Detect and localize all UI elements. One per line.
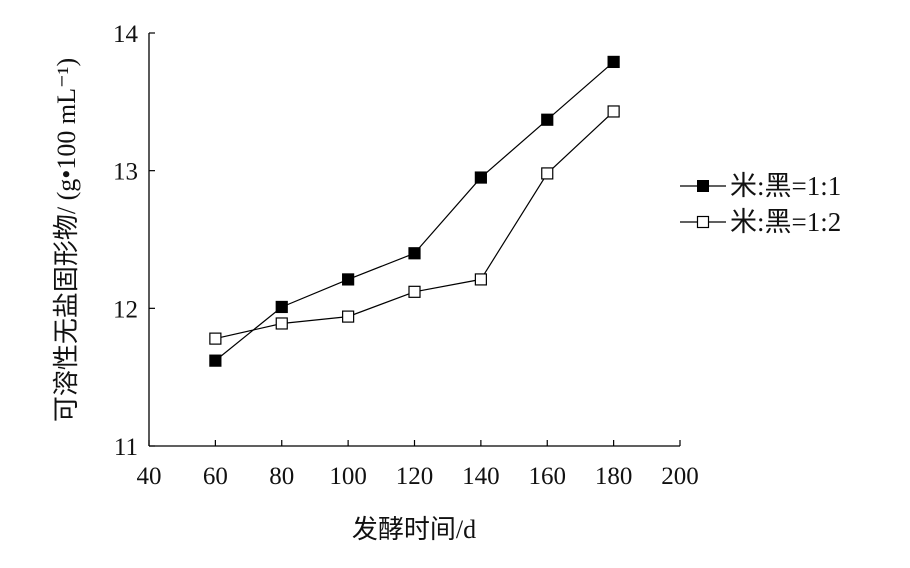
series-1-point bbox=[209, 354, 222, 367]
series-line-1 bbox=[215, 61, 614, 362]
axes bbox=[148, 33, 680, 447]
x-tick-label: 140 bbox=[462, 463, 500, 490]
legend-marker-filled-square bbox=[697, 180, 709, 192]
series-2-point bbox=[607, 105, 620, 118]
series-2-point bbox=[408, 285, 421, 298]
y-ticks: 11 12 13 14 bbox=[113, 21, 155, 461]
x-tick-label: 40 bbox=[137, 463, 162, 490]
series-1-point bbox=[474, 171, 487, 184]
y-axis-title: 可溶性无盐固形物/ (g•100 mL⁻¹) bbox=[52, 58, 81, 422]
x-tick-label: 160 bbox=[529, 463, 567, 490]
x-tick-label: 100 bbox=[329, 463, 367, 490]
series-1-point bbox=[408, 247, 421, 260]
legend-item-1: 米:黑=1:1 bbox=[680, 171, 841, 201]
series-1-point bbox=[541, 113, 554, 126]
series-2-point bbox=[275, 317, 288, 330]
legend-marker-open-square bbox=[696, 215, 710, 229]
x-tick-label: 200 bbox=[661, 463, 699, 490]
series-2-point bbox=[342, 310, 355, 323]
series-line-2 bbox=[215, 111, 615, 340]
series-1-point bbox=[607, 55, 620, 69]
series-layer bbox=[209, 55, 620, 367]
x-tick-label: 60 bbox=[203, 463, 228, 490]
y-tick-label: 11 bbox=[114, 434, 138, 461]
x-ticks: 40 60 80 100 120 140 160 180 200 bbox=[137, 440, 699, 490]
series-1-point bbox=[275, 300, 288, 314]
legend-item-2: 米:黑=1:2 bbox=[680, 207, 841, 237]
y-tick-label: 12 bbox=[113, 296, 138, 323]
x-tick-label: 120 bbox=[396, 463, 434, 490]
x-tick-label: 180 bbox=[595, 463, 633, 490]
series-2-point bbox=[209, 332, 222, 345]
legend-label-1: 米:黑=1:1 bbox=[730, 171, 841, 201]
series-2-point bbox=[541, 167, 554, 180]
x-tick-label: 80 bbox=[269, 463, 294, 490]
legend: 米:黑=1:1 米:黑=1:2 bbox=[680, 171, 841, 237]
series-1-point bbox=[342, 273, 355, 286]
x-axis-title: 发酵时间/d bbox=[352, 515, 476, 544]
series-2-point bbox=[474, 273, 487, 286]
legend-label-2: 米:黑=1:2 bbox=[730, 207, 841, 237]
y-tick-label: 13 bbox=[113, 159, 138, 186]
y-tick-label: 14 bbox=[113, 21, 139, 48]
